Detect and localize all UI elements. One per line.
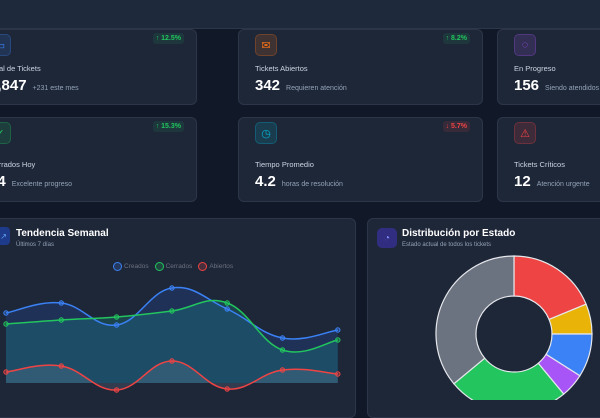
distribution-title: Distribución por Estado [402,228,516,239]
stat-note: Atención urgente [536,181,590,188]
stat-value-row: 12 Atención urgente [514,173,590,190]
stat-card[interactable]: ▭ ↑ 12.5% Total de Tickets 2,847 +231 este m… [0,29,197,105]
legend-open[interactable]: Abiertos [198,262,233,271]
stat-label: En Progreso [514,64,556,73]
arrow-down-icon: ↓ [445,123,450,130]
stat-label: Tiempo Promedio [255,160,314,169]
distribution-chart [435,255,593,400]
inbox-icon: ✉ [255,34,277,56]
arrow-up-icon: ↑ [445,35,450,42]
warning-icon: ⚠ [514,122,536,144]
spinner-icon: ◌ [514,34,536,56]
stat-label: Cerrados Hoy [0,160,36,169]
stat-value-row: 2,847 +231 este mes [0,77,79,94]
chart-legend[interactable]: Creados Cerrados Abiertos [113,262,233,271]
stat-note: +231 este mes [32,85,79,92]
stat-card[interactable]: ✉ ↑ 8.2% Tickets Abiertos 342 Requieren aten… [238,29,483,105]
stat-card[interactable]: ✓ ↑ 15.3% Cerrados Hoy 24 Excelente progreso [0,117,197,202]
chart-icon: ↗ [0,227,10,245]
stat-value: 24 [0,173,6,190]
distribution-subtitle: Estado actual de todos los tickets [402,242,492,248]
stat-value: 2,847 [0,77,27,94]
stat-note: horas de resolución [281,181,343,188]
change-badge: ↑ 15.3% [152,121,184,132]
stat-label: Tickets Críticos [514,160,565,169]
stat-value: 156 [514,77,540,94]
trend-subtitle: Últimos 7 días [16,242,55,248]
donut-slice[interactable] [453,357,565,400]
stat-card[interactable]: ⚠ Tickets Críticos 12 Atención urgente [497,117,600,202]
stat-card[interactable]: ◌ En Progreso 156 Siendo atendidos [497,29,600,105]
change-badge: ↑ 12.5% [152,33,184,44]
legend-closed[interactable]: Cerrados [154,262,192,271]
stat-value-row: 342 Requieren atención [255,77,347,94]
check-circle-icon: ✓ [0,122,11,144]
arrow-up-icon: ↑ [155,35,160,42]
stat-note: Siendo atendidos [545,85,600,92]
stat-note: Excelente progreso [11,181,73,188]
stat-note: Requieren atención [286,85,347,92]
clock-icon: ◷ [255,122,277,144]
ticket-icon: ▭ [0,34,11,56]
stat-value: 4.2 [255,173,276,190]
pie-chart-icon: ◔ [377,228,397,248]
arrow-up-icon: ↑ [155,123,160,130]
stat-label: Total de Tickets [0,64,41,73]
change-badge: ↑ 8.2% [442,33,470,44]
top-bar [0,0,600,29]
stat-card[interactable]: ◷ ↓ 5.7% Tiempo Promedio 4.2 horas de resolu… [238,117,483,202]
stat-value: 342 [255,77,281,94]
stat-value: 12 [514,173,531,190]
stat-label: Tickets Abiertos [255,64,308,73]
trend-title: Tendencia Semanal [16,228,109,239]
legend-created[interactable]: Creados [113,262,149,271]
stat-value-row: 156 Siendo atendidos [514,77,599,94]
stat-value-row: 24 Excelente progreso [0,173,72,190]
donut-slice[interactable] [435,255,515,385]
stat-value-row: 4.2 horas de resolución [255,173,343,190]
change-badge: ↓ 5.7% [442,121,470,132]
